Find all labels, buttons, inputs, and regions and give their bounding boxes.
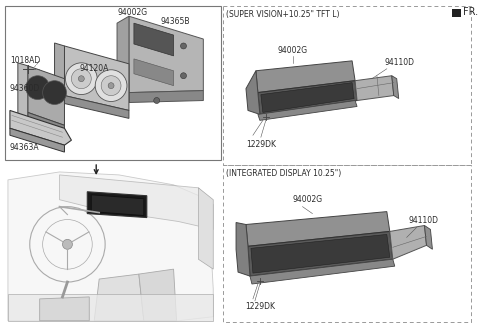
Text: 94002G: 94002G bbox=[278, 46, 308, 55]
Text: 94365B: 94365B bbox=[161, 17, 190, 26]
Polygon shape bbox=[355, 76, 394, 100]
Polygon shape bbox=[8, 294, 213, 321]
Circle shape bbox=[180, 43, 186, 49]
Text: 1229DK: 1229DK bbox=[245, 302, 275, 311]
Polygon shape bbox=[91, 195, 144, 215]
Polygon shape bbox=[134, 59, 174, 86]
Text: FR.: FR. bbox=[463, 7, 478, 17]
Polygon shape bbox=[129, 16, 204, 92]
Polygon shape bbox=[10, 111, 72, 145]
Text: (INTEGRATED DISPLAY 10.25"): (INTEGRATED DISPLAY 10.25") bbox=[226, 169, 341, 178]
Polygon shape bbox=[198, 188, 213, 269]
Polygon shape bbox=[246, 71, 260, 114]
Bar bbox=[5, 6, 221, 160]
Circle shape bbox=[72, 69, 91, 89]
Polygon shape bbox=[139, 269, 177, 321]
Circle shape bbox=[101, 76, 121, 95]
Circle shape bbox=[65, 63, 97, 94]
Polygon shape bbox=[28, 113, 64, 133]
Polygon shape bbox=[64, 46, 129, 111]
Polygon shape bbox=[256, 61, 355, 92]
Polygon shape bbox=[246, 212, 390, 246]
Text: 1229DK: 1229DK bbox=[246, 140, 276, 149]
Polygon shape bbox=[64, 95, 129, 118]
Circle shape bbox=[154, 97, 160, 104]
Circle shape bbox=[43, 81, 66, 105]
Polygon shape bbox=[55, 43, 64, 104]
Polygon shape bbox=[392, 76, 399, 98]
Polygon shape bbox=[129, 91, 204, 103]
Circle shape bbox=[26, 76, 49, 99]
Text: 94002G: 94002G bbox=[117, 8, 147, 17]
Circle shape bbox=[95, 70, 127, 101]
Text: 94360D: 94360D bbox=[10, 84, 40, 93]
Polygon shape bbox=[60, 175, 213, 230]
Polygon shape bbox=[94, 274, 144, 321]
Polygon shape bbox=[117, 16, 129, 103]
Text: 94110D: 94110D bbox=[385, 58, 415, 67]
Polygon shape bbox=[18, 63, 28, 120]
Polygon shape bbox=[40, 297, 89, 321]
Text: 94120A: 94120A bbox=[79, 64, 109, 73]
Circle shape bbox=[108, 83, 114, 89]
Polygon shape bbox=[258, 100, 357, 120]
Polygon shape bbox=[258, 81, 357, 114]
Text: (SUPER VISION+10.25" TFT L): (SUPER VISION+10.25" TFT L) bbox=[226, 10, 340, 19]
Text: 94002G: 94002G bbox=[293, 195, 323, 204]
Text: 94110D: 94110D bbox=[408, 216, 439, 225]
Bar bbox=[223, 6, 471, 165]
Polygon shape bbox=[248, 232, 393, 276]
Polygon shape bbox=[390, 225, 427, 259]
Polygon shape bbox=[424, 225, 432, 249]
Polygon shape bbox=[250, 259, 395, 284]
Text: 1018AD: 1018AD bbox=[10, 56, 40, 65]
Polygon shape bbox=[8, 172, 213, 321]
Polygon shape bbox=[251, 235, 390, 273]
Polygon shape bbox=[28, 66, 64, 125]
Polygon shape bbox=[87, 192, 147, 217]
Text: 94363A: 94363A bbox=[10, 143, 39, 152]
Polygon shape bbox=[452, 9, 461, 17]
Polygon shape bbox=[134, 23, 174, 56]
Polygon shape bbox=[10, 128, 64, 152]
Bar bbox=[223, 165, 471, 322]
Circle shape bbox=[180, 73, 186, 79]
Polygon shape bbox=[261, 83, 354, 113]
Circle shape bbox=[62, 239, 72, 249]
Polygon shape bbox=[236, 222, 250, 276]
Circle shape bbox=[78, 76, 84, 82]
